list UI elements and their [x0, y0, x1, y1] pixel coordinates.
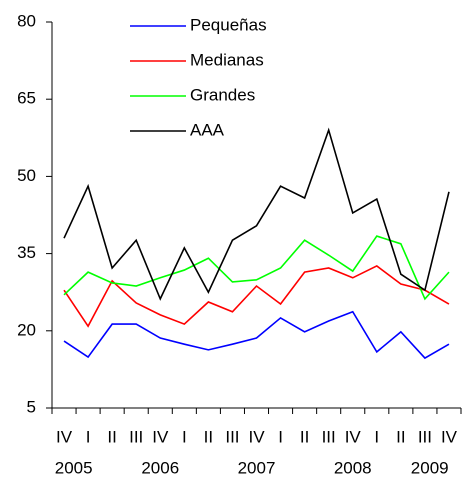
legend-label: Medianas [190, 50, 264, 69]
y-tick-label: 20 [17, 320, 36, 339]
x-tick-label: III [322, 427, 336, 446]
year-label: 2006 [141, 458, 179, 477]
x-tick-label: II [396, 427, 405, 446]
x-tick-label: II [107, 427, 116, 446]
x-tick-label: III [225, 427, 239, 446]
x-tick-label: IV [56, 427, 73, 446]
y-tick-label: 35 [17, 243, 36, 262]
y-tick-label: 5 [27, 397, 36, 416]
x-tick-label: III [418, 427, 432, 446]
series-line [63, 265, 450, 328]
series-line [63, 127, 450, 301]
series-line [63, 310, 450, 360]
x-tick-label: III [129, 427, 143, 446]
x-tick-label: IV [152, 427, 169, 446]
x-tick-label: I [86, 427, 91, 446]
x-tick-label: IV [441, 427, 458, 446]
year-label: 2007 [238, 458, 276, 477]
series-line [63, 235, 450, 301]
y-tick-label: 65 [17, 89, 36, 108]
x-tick-label: I [374, 427, 379, 446]
x-tick-label: II [204, 427, 213, 446]
legend-label: Pequeñas [190, 15, 267, 34]
x-tick-label: I [182, 427, 187, 446]
year-label: 2005 [55, 458, 93, 477]
legend-label: AAA [190, 120, 225, 139]
y-tick-label: 50 [17, 166, 36, 185]
x-tick-label: I [278, 427, 283, 446]
year-label: 2009 [411, 458, 449, 477]
y-tick-label: 80 [17, 11, 36, 30]
x-tick-label: IV [345, 427, 362, 446]
year-label: 2008 [334, 458, 372, 477]
x-tick-label: IV [248, 427, 265, 446]
x-tick-label: II [300, 427, 309, 446]
legend-label: Grandes [190, 85, 255, 104]
